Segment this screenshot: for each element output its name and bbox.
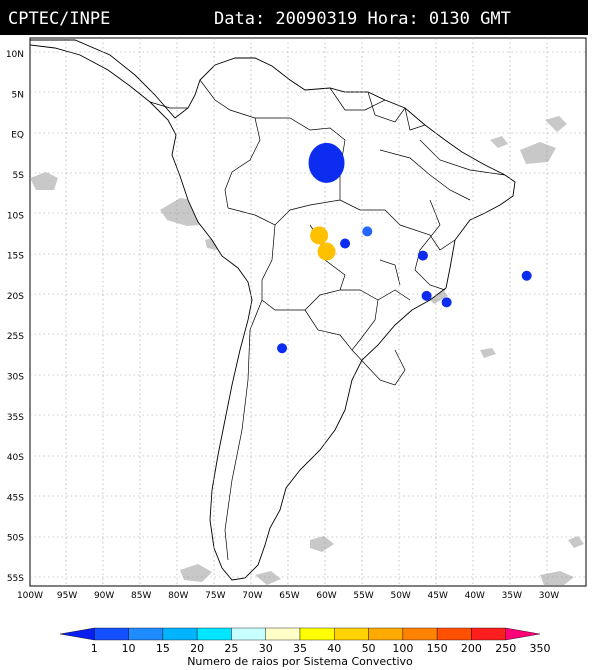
convective-system [310,226,329,245]
lat-tick-label: 40S [7,453,24,463]
legend-swatch [299,627,335,641]
legend-label: 350 [530,642,551,655]
convective-systems [277,142,532,354]
legend-swatch [402,627,438,641]
lon-tick-label: 65W [279,591,299,601]
legend-swatch [334,627,369,641]
legend-swatch [231,627,266,641]
legend-swatch [59,627,95,641]
lat-tick-label: 20S [7,292,24,302]
lon-tick-label: 75W [205,591,225,601]
lat-tick-label: 45S [7,493,24,503]
lat-tick-label: 10N [6,50,24,60]
lon-tick-label: 85W [131,591,151,601]
legend-label: 20 [190,642,204,655]
legend-caption: Numero de raios por Sistema Convectivo [187,655,413,668]
legend-label: 40 [327,642,341,655]
lat-tick-label: 5N [12,90,24,100]
map-area [29,37,587,587]
lon-tick-label: 35W [502,591,522,601]
convective-system [362,226,373,237]
lon-tick-label: 30W [539,591,559,601]
convective-system [340,238,351,249]
legend-label: 50 [362,642,376,655]
lon-tick-label: 40W [465,591,485,601]
graticule [30,38,586,586]
lat-tick-label: EQ [11,131,24,141]
landmass [29,39,516,581]
legend-swatch [265,627,301,641]
lon-tick-label: 100W [17,591,43,601]
longitude-labels: 100W 95W 90W 85W 80W 75W 70W 65W 60W 55W 50W 45W 40W… [17,591,559,601]
convective-system [317,242,336,261]
legend-swatch [162,627,198,641]
lat-tick-label: 55S [7,574,24,584]
lon-tick-label: 95W [57,591,77,601]
lat-tick-label: 10S [7,211,24,221]
convective-system [441,297,452,308]
lon-tick-label: 45W [428,591,448,601]
legend-swatch [196,627,232,641]
legend-label: 15 [156,642,170,655]
lat-tick-label: 30S [7,372,24,382]
legend-swatch [436,627,472,641]
lon-tick-label: 80W [168,591,188,601]
header-source: CPTEC/INPE [8,9,110,29]
convective-system [277,343,288,354]
legend-label: 1 [91,642,98,655]
latitude-labels: 10N 5N EQ 5S 10S 15S 20S 25S 30S 35S 40S 45S 50S 55S [6,50,24,584]
legend-label: 200 [461,642,482,655]
legend-label: 10 [122,642,136,655]
legend-label: 30 [259,642,273,655]
legend-label: 35 [293,642,307,655]
lat-tick-label: 50S [7,534,24,544]
lat-tick-label: 35S [7,413,24,423]
convective-system [521,270,532,281]
lon-tick-label: 70W [242,591,262,601]
legend-swatch [128,627,164,641]
legend-label: 100 [392,642,413,655]
lon-tick-label: 60W [316,591,336,601]
legend-swatch [94,627,129,641]
legend: 1 10 15 20 25 30 35 40 50 100 150 200 250 350 [59,627,551,655]
convective-system [417,250,428,261]
header-bar [0,0,588,35]
legend-swatch [368,627,404,641]
convective-system [421,290,432,301]
header-datetime: Data: 20090319 Hora: 0130 GMT [214,9,511,29]
legend-label: 150 [427,642,448,655]
lon-tick-label: 90W [94,591,114,601]
legend-swatch [505,627,541,641]
lon-tick-label: 50W [390,591,410,601]
legend-label: 25 [224,642,238,655]
convective-system [308,142,345,183]
lat-tick-label: 25S [7,332,24,342]
legend-label: 250 [495,642,516,655]
central-america [29,39,516,581]
legend-swatch [471,627,506,641]
lat-tick-label: 5S [13,171,25,181]
lat-tick-label: 15S [7,252,24,262]
lon-tick-label: 55W [353,591,373,601]
